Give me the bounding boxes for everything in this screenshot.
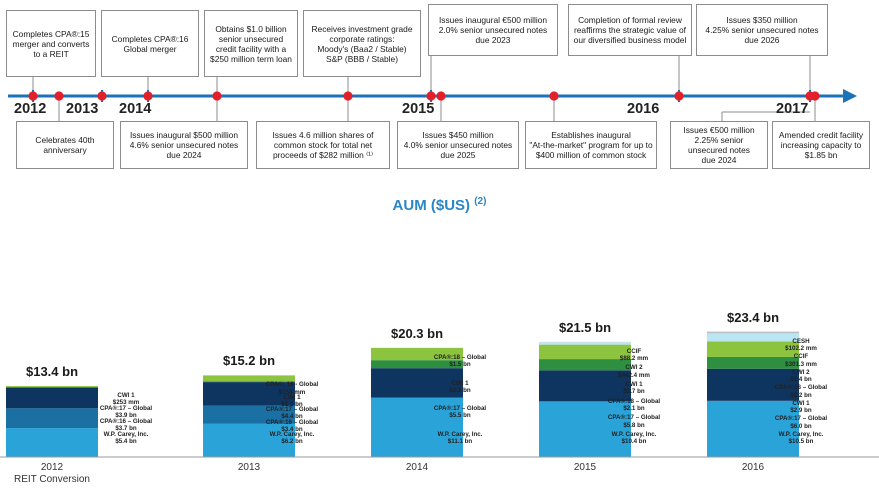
segment-data-label: CWI 1 $2.3 bn <box>449 379 471 394</box>
bar-segment <box>707 341 799 357</box>
segment-data-label: CWI 1 $1.1 bn <box>281 393 303 408</box>
bar-segment <box>539 370 631 402</box>
bar-segment <box>539 344 631 360</box>
bar-segment <box>539 359 631 371</box>
bar-segment <box>371 347 463 361</box>
x-axis-label: 2014 <box>405 462 429 473</box>
x-axis-label: 2016 <box>741 462 765 473</box>
chart-title: AUM ($US) (2) <box>392 196 487 214</box>
segment-data-label: CPA®:18 – Global $2.1 bn <box>607 397 661 412</box>
segment-data-label: CCIF $88.2 mm <box>619 347 649 362</box>
segment-data-label: CPA®:18 – Global $2.2 bn <box>774 384 828 399</box>
segment-data-label: W.P. Carey, Inc. $11.1 bn <box>437 431 483 446</box>
segment-data-label: CWI 1 $253 mm <box>112 392 140 407</box>
segment-data-label: CPA®:16 – Global $3.4 bn <box>265 418 319 433</box>
bar-segment <box>539 342 631 345</box>
timeline-year-2016: 2016 <box>627 101 660 117</box>
bar-segment <box>707 356 799 369</box>
event-cpa15-merger: Completes CPA®:15 merger and converts to… <box>6 10 96 77</box>
timeline <box>8 56 857 121</box>
bar-total-label: $20.3 bn <box>390 325 444 341</box>
event-amended-credit-facility: Amended credit facility increasing capac… <box>772 121 870 169</box>
timeline-event-dot <box>549 91 559 101</box>
timeline-year-2012: 2012 <box>14 101 47 117</box>
event-eur500-notes-2024: Issues €500 million 2.25% senior unsecur… <box>670 121 768 169</box>
event-450-notes-2025: Issues $450 million 4.0% senior unsecure… <box>397 121 519 169</box>
bar-segment <box>6 387 98 409</box>
event-investment-grade: Receives investment grade corporate rati… <box>303 10 421 77</box>
segment-data-label: CPA®:17 – Global $5.5 bn <box>433 405 487 420</box>
timeline-event-dot <box>28 91 38 101</box>
bar-total-label: $23.4 bn <box>726 309 780 325</box>
bar-segment <box>371 360 463 369</box>
timeline-year-2013: 2013 <box>66 101 99 117</box>
timeline-event-dot <box>343 91 353 101</box>
bar-segment <box>203 381 295 383</box>
timeline-event-dot <box>426 91 436 101</box>
bar-segment <box>203 375 295 382</box>
bar-segment <box>203 382 295 406</box>
segment-data-label: CPA®:17 – Global $6.0 bn <box>774 415 828 430</box>
segment-data-label: W.P. Carey, Inc. $10.4 bn <box>611 431 657 446</box>
event-500-notes-2024: Issues inaugural $500 million 4.6% senio… <box>120 121 248 169</box>
timeline-event-dot <box>54 91 64 101</box>
timeline-event-dot <box>436 91 446 101</box>
event-350-notes-2026: Issues $350 million 4.25% senior unsecur… <box>696 4 828 56</box>
timeline-event-dot <box>810 91 820 101</box>
x-axis-label: 2013 <box>237 462 261 473</box>
bar-segment <box>707 332 799 334</box>
bar-segment <box>707 333 799 342</box>
event-40th-anniversary: Celebrates 40th anniversary <box>16 121 114 169</box>
bar-total-label: $13.4 bn <box>25 364 79 380</box>
event-credit-facility: Obtains $1.0 billion senior unsecured cr… <box>204 10 298 77</box>
segment-data-label: CPA®: 18 - Global $154 mm <box>265 381 319 396</box>
segment-data-label: CPA®:18 – Global $1.5 bn <box>433 353 487 369</box>
timeline-event-dot <box>97 91 107 101</box>
bar-segment <box>707 400 799 457</box>
bar-segment <box>6 428 98 457</box>
x-axis-label: 2012 REIT Conversion <box>14 462 90 485</box>
bar-total-label: $15.2 bn <box>222 353 276 369</box>
x-axis-label: 2015 <box>573 462 597 473</box>
segment-data-label: CPA®:17 – Global $4.4 bn <box>265 406 319 421</box>
bar-segment <box>203 405 295 424</box>
segment-data-label: CCIF $301.3 mm <box>785 353 817 368</box>
timeline-year-2015: 2015 <box>402 101 435 117</box>
event-formal-review: Completion of formal review reaffirms th… <box>568 4 692 56</box>
event-stock-issuance: Issues 4.6 million shares of common stoc… <box>256 121 390 169</box>
segment-data-label: CESH $102.2 mm <box>785 337 817 352</box>
segment-data-label: CWI 2 $1.4 bn <box>790 368 812 384</box>
bar-segment <box>6 408 98 429</box>
timeline-event-dot <box>212 91 222 101</box>
event-cpa16-merger: Completes CPA®:16 Global merger <box>101 10 199 77</box>
aum-stacked-bar-chart <box>0 331 879 458</box>
bar-segment <box>539 401 631 457</box>
segment-data-label: CWI 1 $2.9 bn <box>790 399 812 415</box>
timeline-event-dot <box>143 91 153 101</box>
timeline-event-dot <box>674 91 684 101</box>
bar-segment <box>707 331 799 333</box>
segment-data-label: CPA®:17 – Global $5.8 bn <box>607 414 661 429</box>
segment-data-label: W.P. Carey, Inc. $10.5 bn <box>778 431 824 446</box>
bar-segment <box>6 386 98 388</box>
bar-segment <box>707 368 799 401</box>
segment-data-label: CWI 1 $2.7 bn <box>623 381 645 396</box>
timeline-year-2014: 2014 <box>119 101 152 117</box>
bar-segment <box>371 397 463 457</box>
segment-data-label: CPA®:16 – Global $3.7 bn <box>99 418 153 433</box>
segment-data-label: W.P. Carey, Inc. $5.4 bn <box>103 431 149 446</box>
segment-data-label: CPA®:17 – Global $3.9 bn <box>99 405 153 420</box>
timeline-year-2017: 2017 <box>776 101 809 117</box>
bar-segment <box>371 368 463 398</box>
segment-data-label: W.P. Carey, Inc. $6.2 bn <box>269 431 315 446</box>
bar-segment <box>203 423 295 457</box>
segment-data-label: CWI 2 $442.4 mm <box>618 364 650 379</box>
event-eur500-notes-2023: Issues inaugural €500 million 2.0% senio… <box>428 4 558 56</box>
event-atm-program: Establishes inaugural "At-the-market" pr… <box>525 121 657 169</box>
bar-total-label: $21.5 bn <box>558 319 612 335</box>
timeline-arrowhead <box>843 89 857 103</box>
